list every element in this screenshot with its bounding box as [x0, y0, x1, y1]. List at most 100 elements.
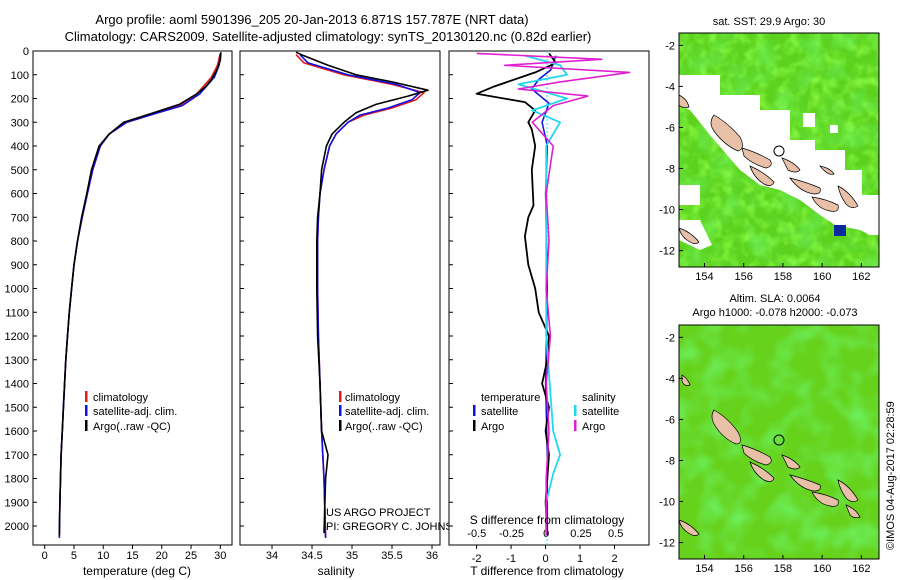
legend-label-satellite-adj: satellite-adj. clim. [93, 406, 177, 418]
lat-tick-label: -2 [665, 332, 675, 344]
depth-tick-label: 1500 [5, 402, 29, 414]
depth-tick-label: 1100 [5, 307, 29, 319]
lat-tick-label: -6 [665, 122, 675, 134]
legend-label-s-argo: Argo [582, 421, 605, 433]
depth-tick-label: 1200 [5, 331, 29, 343]
project-pi: PI: GREGORY C. JOHNSON [326, 521, 469, 533]
difference-legend: temperature satellite Argo salinity sate… [473, 392, 619, 433]
depth-tick-label: 900 [11, 260, 29, 272]
lat-tick-label: -6 [665, 414, 675, 426]
x-tick-label: 0 [42, 550, 48, 562]
temperature-panel: 0100200300400500600700800900100011001200… [5, 46, 233, 578]
depth-tick-label: 1700 [5, 450, 29, 462]
difference-panel: -2 -1 0 1 2 -0.5 -0.25 0 0.25 0.5 S difference f… [448, 50, 650, 578]
sst-argo-position-marker [773, 145, 785, 157]
depth-tick-label: 1300 [5, 355, 29, 367]
lat-tick-label: -8 [665, 455, 675, 467]
x-tick-label: 35 [346, 550, 358, 562]
sst-map-panel: sat. SST: 29.9 Argo: 30 [659, 16, 880, 283]
lat-tick-label: -8 [665, 163, 675, 175]
x-tick-label: 0 [542, 553, 548, 565]
salinity-x-label: salinity [318, 564, 355, 578]
depth-tick-label: 2000 [5, 521, 29, 533]
lon-tick-label: 156 [735, 271, 753, 283]
sla-islands [679, 374, 861, 536]
temperature-legend: climatology satellite-adj. clim. Argo(..… [85, 391, 177, 433]
lon-tick-label: 158 [774, 271, 792, 283]
x-tick-label: 2 [611, 553, 617, 565]
sla-argo-position-marker [773, 434, 785, 446]
s-argo-diff-line [476, 52, 631, 536]
x-tick-label: 20 [156, 550, 168, 562]
depth-tick-label: 100 [11, 70, 29, 82]
x-tick-label: 34 [266, 550, 278, 562]
depth-tick-label: 1400 [5, 379, 29, 391]
sst-map-frame [678, 32, 880, 268]
legend-swatch-satellite-adj [85, 405, 88, 416]
x-tick-label: 5 [71, 550, 77, 562]
lat-tick-label: -2 [665, 40, 675, 52]
figure-title-line2: Climatology: CARS2009. Satellite-adjuste… [65, 29, 592, 44]
legend-swatch-climatology [85, 391, 88, 402]
legend-label-t-argo: Argo [481, 421, 504, 433]
sst-islands [679, 94, 859, 244]
argo-line [295, 51, 429, 534]
depth-tick-label: 400 [11, 141, 29, 153]
legend-swatch-satellite-adj [339, 405, 342, 416]
lon-tick-label: 160 [813, 271, 831, 283]
difference-top-x-label: S difference from climatology [470, 513, 625, 527]
sst-map-dark-cell [834, 225, 846, 236]
depth-tick-label: 300 [11, 117, 29, 129]
sla-map-subtitle: Argo h1000: -0.078 h2000: -0.073 [692, 307, 857, 319]
legend-label-climatology: climatology [93, 392, 149, 404]
x-tick-label: 35.5 [381, 550, 402, 562]
sla-map-texture [679, 325, 879, 559]
legend-label-climatology: climatology [345, 392, 401, 404]
legend-swatch-s-argo [574, 420, 577, 431]
x-tick-label: 1 [577, 553, 583, 565]
lat-tick-label: -12 [659, 538, 675, 550]
sla-map-panel: Altim. SLA: 0.0064 Argo h1000: -0.078 h2… [659, 293, 880, 575]
lon-tick-label: 162 [852, 271, 870, 283]
x-tick-label: 25 [185, 550, 197, 562]
lon-tick-label: 160 [813, 563, 831, 575]
temperature-plot-frame [32, 50, 233, 546]
lon-tick-label: 158 [774, 563, 792, 575]
salinity-diff-tick-label: 0.25 [570, 528, 591, 540]
sst-map-title: sat. SST: 29.9 Argo: 30 [713, 16, 826, 28]
salinity-diff-tick-label: -0.5 [467, 528, 486, 540]
project-name: US ARGO PROJECT [326, 507, 431, 519]
legend-swatch-s-satellite [574, 405, 577, 416]
difference-x-label: T difference from climatology [470, 564, 624, 578]
depth-tick-label: 1000 [5, 284, 29, 296]
legend-label-t-satellite: satellite [481, 406, 518, 418]
lat-tick-label: -10 [659, 205, 675, 217]
legend-swatch-climatology [339, 391, 342, 402]
imos-credit: ©IMOS 04-Aug-2017 02:28:59 [885, 401, 897, 550]
lon-tick-label: 156 [735, 563, 753, 575]
legend-swatch-t-argo [473, 420, 476, 431]
x-tick-label: 30 [214, 550, 226, 562]
s-satellite-diff-line [517, 54, 568, 536]
salinity-legend: climatology satellite-adj. clim. Argo(..… [339, 391, 429, 433]
depth-tick-label: 600 [11, 189, 29, 201]
salinity-diff-tick-label: -0.25 [499, 528, 524, 540]
depth-tick-label: 700 [11, 212, 29, 224]
lat-tick-label: -12 [659, 246, 675, 258]
lon-tick-label: 154 [695, 563, 713, 575]
legend-title-salinity: salinity [582, 392, 616, 404]
x-tick-label: -2 [472, 553, 482, 565]
x-tick-label: 36 [426, 550, 438, 562]
lon-tick-label: 154 [695, 271, 713, 283]
legend-title-temperature: temperature [481, 392, 540, 404]
x-tick-label: 10 [97, 550, 109, 562]
x-tick-label: -1 [506, 553, 516, 565]
argo-line [58, 52, 222, 536]
depth-tick-label: 1800 [5, 474, 29, 486]
legend-swatch-argo [339, 420, 342, 431]
legend-swatch-t-satellite [473, 405, 476, 416]
x-tick-label: 34.5 [301, 550, 322, 562]
figure-title-line1: Argo profile: aoml 5901396_205 20-Jan-20… [95, 12, 528, 27]
difference-plot-frame [448, 50, 650, 546]
legend-label-argo: Argo(..raw -QC) [93, 421, 171, 433]
